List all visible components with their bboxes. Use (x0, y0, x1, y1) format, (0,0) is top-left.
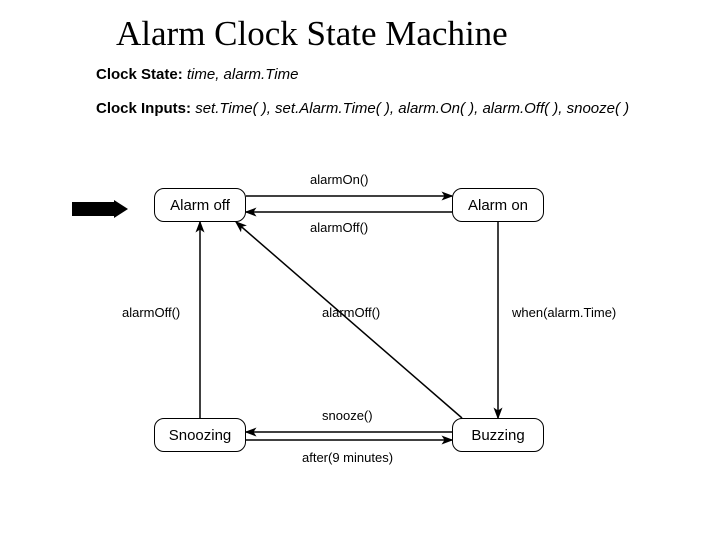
clock-state-value: time, alarm.Time (187, 66, 299, 83)
clock-inputs-value: set.Time( ), set.Alarm.Time( ), alarm.On… (195, 100, 629, 117)
state-diagram: Alarm off Alarm on Snoozing Buzzing alarmOn… (92, 140, 652, 520)
edge-label-e5: after(9 minutes) (302, 450, 393, 465)
clock-inputs-line: Clock Inputs: set.Time( ), set.Alarm.Tim… (96, 100, 629, 117)
clock-state-line: Clock State: time, alarm.Time (96, 66, 298, 83)
edge-label-e1: alarmOn() (310, 172, 369, 187)
edge-label-e2: alarmOff() (310, 220, 368, 235)
edge-label-e6: alarmOff() (122, 305, 180, 320)
state-snoozing: Snoozing (154, 418, 246, 452)
state-alarm_off: Alarm off (154, 188, 246, 222)
state-buzzing: Buzzing (452, 418, 544, 452)
clock-inputs-label: Clock Inputs: (96, 100, 191, 117)
page-title: Alarm Clock State Machine (116, 14, 508, 54)
edge-e7 (236, 222, 462, 418)
state-alarm_on: Alarm on (452, 188, 544, 222)
edge-label-e3: when(alarm.Time) (512, 305, 616, 320)
clock-state-label: Clock State: (96, 66, 183, 83)
edge-label-e7: alarmOff() (322, 305, 380, 320)
edge-label-e4: snooze() (322, 408, 373, 423)
